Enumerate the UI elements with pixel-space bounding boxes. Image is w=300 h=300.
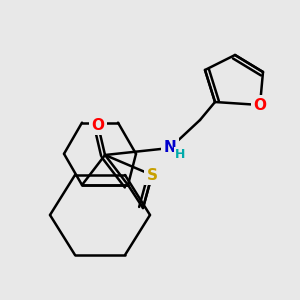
Text: H: H bbox=[175, 148, 185, 161]
Text: O: O bbox=[92, 118, 104, 133]
Text: O: O bbox=[254, 98, 266, 112]
Text: S: S bbox=[146, 167, 158, 182]
Text: N: N bbox=[164, 140, 176, 155]
